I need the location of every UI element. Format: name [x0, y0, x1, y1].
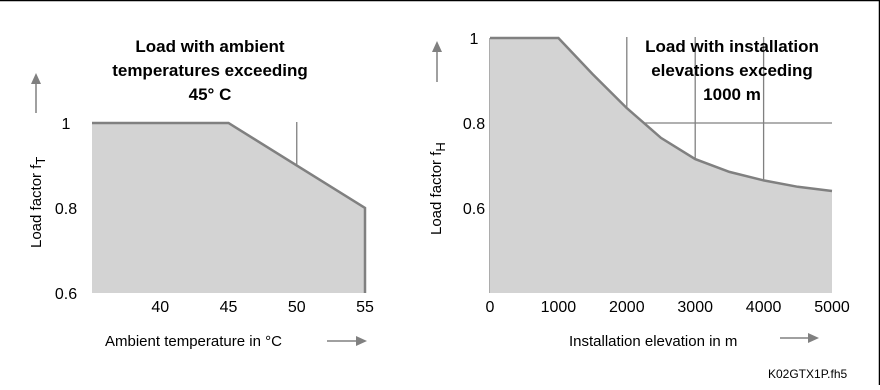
chart-ambient-x-tick-40: 40 [151, 299, 169, 316]
chart-elevation-y-tick-0.6: 0.6 [463, 201, 485, 218]
chart-ambient-title-line-3: 45° C [189, 85, 232, 104]
chart-elevation-x-tick-4000: 4000 [746, 299, 782, 316]
chart-ambient-ylabel-subscript: T [33, 157, 48, 165]
chart-elevation-title-line-3: 1000 m [703, 85, 761, 104]
chart-ambient-x-arrow [327, 336, 367, 346]
chart-ambient-y-arrow [31, 73, 41, 113]
chart-elevation-ylabel-subscript: H [433, 142, 448, 151]
chart-ambient-y-tick-1: 1 [62, 116, 71, 133]
chart-elevation-x-arrow [780, 333, 819, 343]
chart-ambient-xlabel: Ambient temperature in °C [105, 333, 282, 350]
chart-ambient-x-tick-55: 55 [356, 299, 374, 316]
chart-ambient-x-tick-50: 50 [288, 299, 306, 316]
chart-elevation-y-tick-0.8: 0.8 [463, 116, 485, 133]
chart-ambient-x-tick-45: 45 [220, 299, 238, 316]
chart-elevation-x-tick-0: 0 [486, 299, 495, 316]
chart-elevation-y-arrow [432, 41, 442, 82]
chart-elevation-x-tick-2000: 2000 [609, 299, 645, 316]
chart-ambient-y-tick-0.8: 0.8 [55, 201, 77, 218]
chart-ambient-y-tick-0.6: 0.6 [55, 286, 77, 303]
figure-code: K02GTX1P.fh5 [768, 367, 847, 381]
chart-ambient-title-line-1: Load with ambient [135, 37, 285, 56]
chart-elevation-x-tick-1000: 1000 [541, 299, 577, 316]
chart-elevation-x-tick-5000: 5000 [814, 299, 850, 316]
chart-elevation-ylabel-main: Load factor f [428, 151, 445, 235]
chart-installation-elevation: 0 1000 2000 3000 4000 5000 0.6 0.8 1 Load with i… [428, 31, 850, 350]
chart-ambient-area [92, 123, 365, 293]
chart-elevation-ylabel: Load factor fH [428, 142, 448, 235]
chart-elevation-x-tick-3000: 3000 [677, 299, 713, 316]
chart-ambient-ylabel-main: Load factor f [28, 164, 45, 248]
chart-elevation-line [490, 36, 833, 193]
chart-ambient-line [92, 121, 367, 293]
chart-ambient-temperature: 40 45 50 55 0.6 0.8 1 Load with ambient temper… [28, 37, 374, 350]
chart-elevation-xlabel: Installation elevation in m [569, 333, 737, 350]
chart-ambient-title-line-2: temperatures exceeding [112, 61, 308, 80]
chart-elevation-y-tick-1: 1 [470, 31, 479, 48]
chart-ambient-ylabel: Load factor fT [28, 157, 48, 248]
chart-elevation-title-line-1: Load with installation [645, 37, 819, 56]
chart-elevation-title-line-2: elevations exceding [651, 61, 813, 80]
chart-elevation-area [490, 38, 832, 293]
